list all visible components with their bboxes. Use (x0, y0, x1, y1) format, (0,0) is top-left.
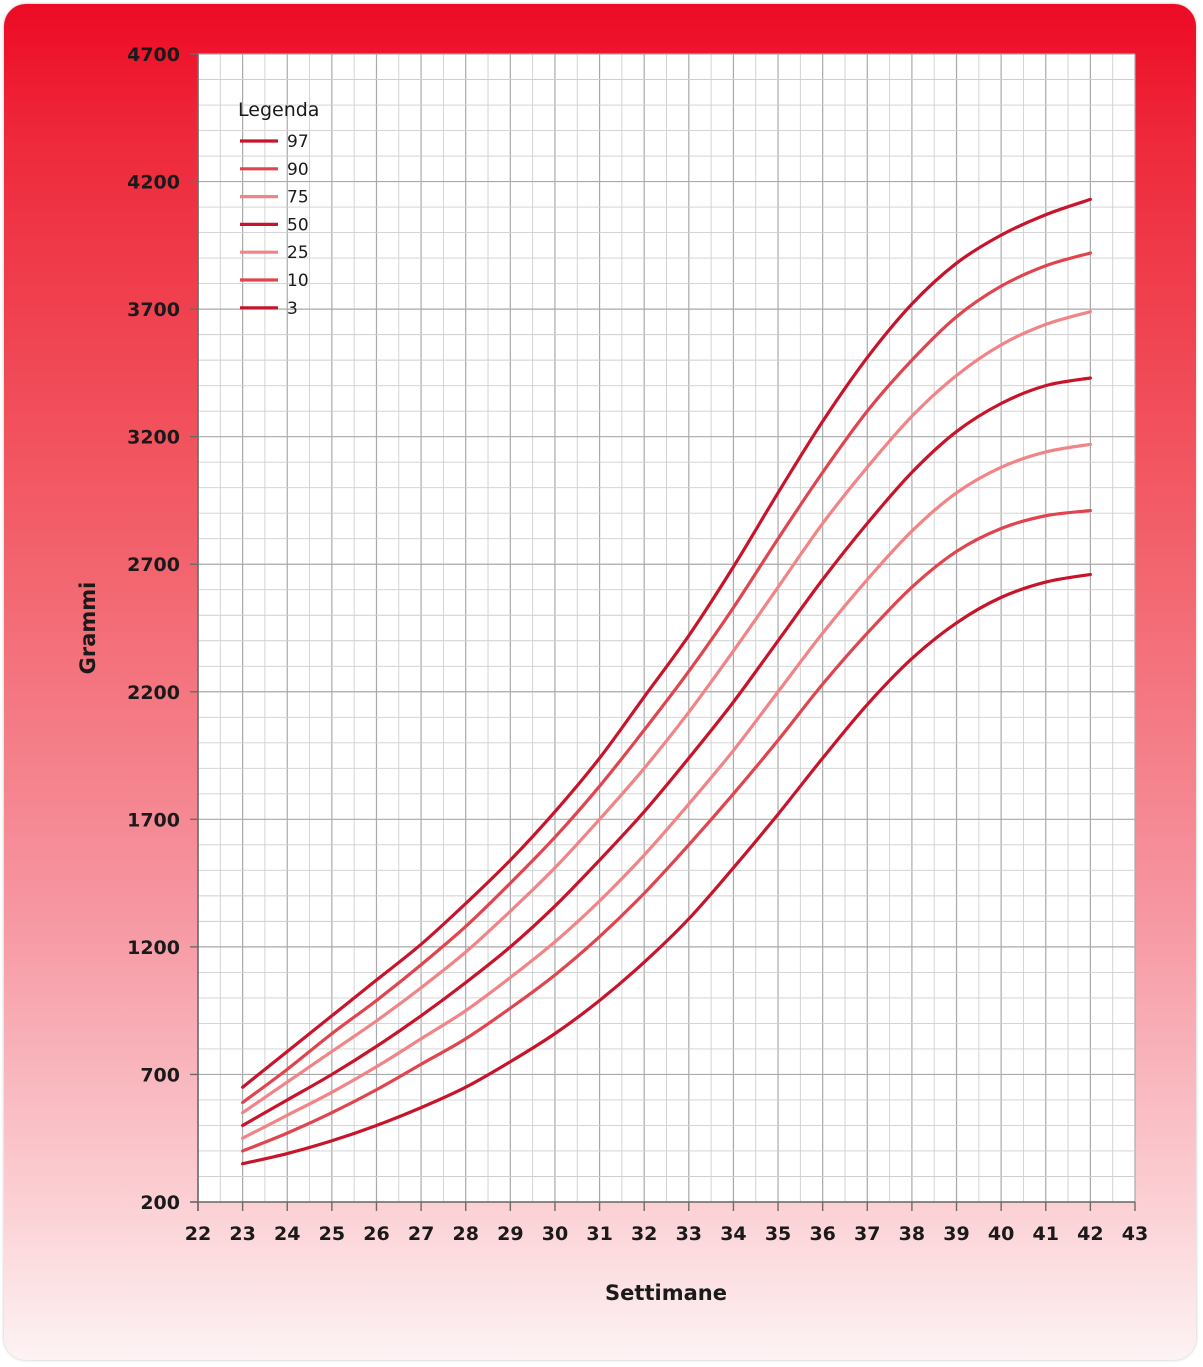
series-line-p50 (241, 376, 1092, 1128)
y-tick-label: 1700 (127, 809, 180, 831)
x-tick-label: 30 (542, 1223, 568, 1245)
y-tick-label: 200 (140, 1192, 180, 1214)
legend-label-p50: 50 (287, 215, 309, 235)
y-tick-label: 4700 (127, 44, 180, 66)
y-tick-label: 2700 (127, 554, 180, 576)
x-tick-label: 27 (408, 1223, 434, 1245)
series-line-p97 (241, 197, 1092, 1089)
legend-label-p25: 25 (287, 243, 309, 263)
x-tick-label: 34 (720, 1223, 746, 1245)
y-axis-label: Grammi (76, 582, 100, 675)
series-line-p90 (241, 251, 1092, 1105)
x-tick-label: 23 (229, 1223, 255, 1245)
y-tick-label: 3200 (127, 427, 180, 449)
x-tick-label: 33 (676, 1223, 702, 1245)
y-tick-label: 2200 (127, 682, 180, 704)
x-tick-label: 29 (497, 1223, 523, 1245)
series-line-p75 (241, 310, 1092, 1115)
x-tick-label: 26 (363, 1223, 389, 1245)
x-tick-label: 39 (943, 1223, 969, 1245)
series-line-p25 (241, 442, 1092, 1140)
legend-label-p75: 75 (287, 188, 309, 208)
x-tick-label: 32 (631, 1223, 657, 1245)
x-tick-label: 24 (274, 1223, 300, 1245)
x-tick-label: 38 (899, 1223, 925, 1245)
x-tick-label: 35 (765, 1223, 791, 1245)
x-tick-label: 36 (809, 1223, 835, 1245)
legend-label-p10: 10 (287, 271, 309, 291)
x-tick-label: 25 (319, 1223, 345, 1245)
x-tick-label: 43 (1122, 1223, 1148, 1245)
series-line-p10 (241, 509, 1092, 1153)
y-tick-label: 4200 (127, 172, 180, 194)
x-axis-label: Settimane (605, 1281, 727, 1305)
legend-label-p97: 97 (287, 132, 309, 152)
x-tick-label: 31 (586, 1223, 612, 1245)
x-tick-label: 22 (185, 1223, 211, 1245)
x-tick-label: 41 (1033, 1223, 1059, 1245)
legend-title: Legenda (238, 99, 319, 121)
legend-label-p90: 90 (287, 160, 309, 180)
y-tick-label: 1200 (127, 937, 180, 959)
x-tick-label: 37 (854, 1223, 880, 1245)
x-tick-label: 40 (988, 1223, 1014, 1245)
y-tick-label: 3700 (127, 299, 180, 321)
legend-label-p3: 3 (287, 299, 298, 319)
x-tick-label: 42 (1077, 1223, 1103, 1245)
series-line-p3 (241, 572, 1092, 1166)
y-tick-label: 700 (140, 1064, 180, 1086)
x-tick-label: 28 (452, 1223, 478, 1245)
